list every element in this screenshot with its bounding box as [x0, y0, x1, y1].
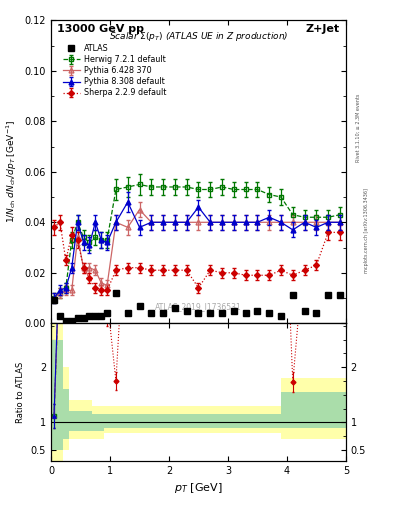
ATLAS: [69, 317, 74, 324]
ATLAS: [326, 292, 331, 298]
ATLAS: [75, 315, 80, 321]
ATLAS: [220, 310, 224, 316]
ATLAS: [302, 308, 307, 314]
ATLAS: [338, 292, 342, 298]
ATLAS: [64, 317, 68, 324]
ATLAS: [196, 310, 201, 316]
ATLAS: [161, 310, 165, 316]
ATLAS: [99, 312, 104, 318]
ATLAS: [267, 310, 272, 316]
ATLAS: [52, 297, 57, 304]
ATLAS: [208, 310, 213, 316]
Legend: ATLAS, Herwig 7.2.1 default, Pythia 6.428 370, Pythia 8.308 default, Sherpa 2.2.: ATLAS, Herwig 7.2.1 default, Pythia 6.42…: [61, 42, 167, 99]
Text: Scalar $\Sigma(p_T)$ (ATLAS UE in Z production): Scalar $\Sigma(p_T)$ (ATLAS UE in Z prod…: [109, 30, 288, 42]
Text: Rivet 3.1.10; ≥ 2.3M events: Rivet 3.1.10; ≥ 2.3M events: [356, 94, 361, 162]
ATLAS: [184, 308, 189, 314]
ATLAS: [149, 310, 154, 316]
ATLAS: [255, 308, 260, 314]
ATLAS: [137, 303, 142, 309]
ATLAS: [243, 310, 248, 316]
ATLAS: [290, 292, 295, 298]
ATLAS: [125, 310, 130, 316]
ATLAS: [81, 315, 86, 321]
Text: mcplots.cern.ch [arXiv:1306.3436]: mcplots.cern.ch [arXiv:1306.3436]: [364, 188, 369, 273]
ATLAS: [114, 290, 118, 296]
ATLAS: [87, 312, 92, 318]
Text: ATLAS_2019_I1736531: ATLAS_2019_I1736531: [155, 302, 242, 311]
Line: ATLAS: ATLAS: [51, 290, 343, 324]
ATLAS: [173, 305, 177, 311]
ATLAS: [231, 308, 236, 314]
ATLAS: [93, 312, 98, 318]
ATLAS: [314, 310, 319, 316]
Text: Z+Jet: Z+Jet: [306, 24, 340, 33]
Y-axis label: $1/N_\mathrm{ch}\;dN_\mathrm{ch}/dp_T\;[\mathrm{GeV}^{-1}]$: $1/N_\mathrm{ch}\;dN_\mathrm{ch}/dp_T\;[…: [5, 120, 19, 224]
X-axis label: $p_T$ [GeV]: $p_T$ [GeV]: [174, 481, 223, 495]
Y-axis label: Ratio to ATLAS: Ratio to ATLAS: [16, 361, 25, 422]
ATLAS: [105, 310, 109, 316]
ATLAS: [58, 312, 62, 318]
Text: 13000 GeV pp: 13000 GeV pp: [57, 24, 144, 33]
ATLAS: [279, 312, 283, 318]
